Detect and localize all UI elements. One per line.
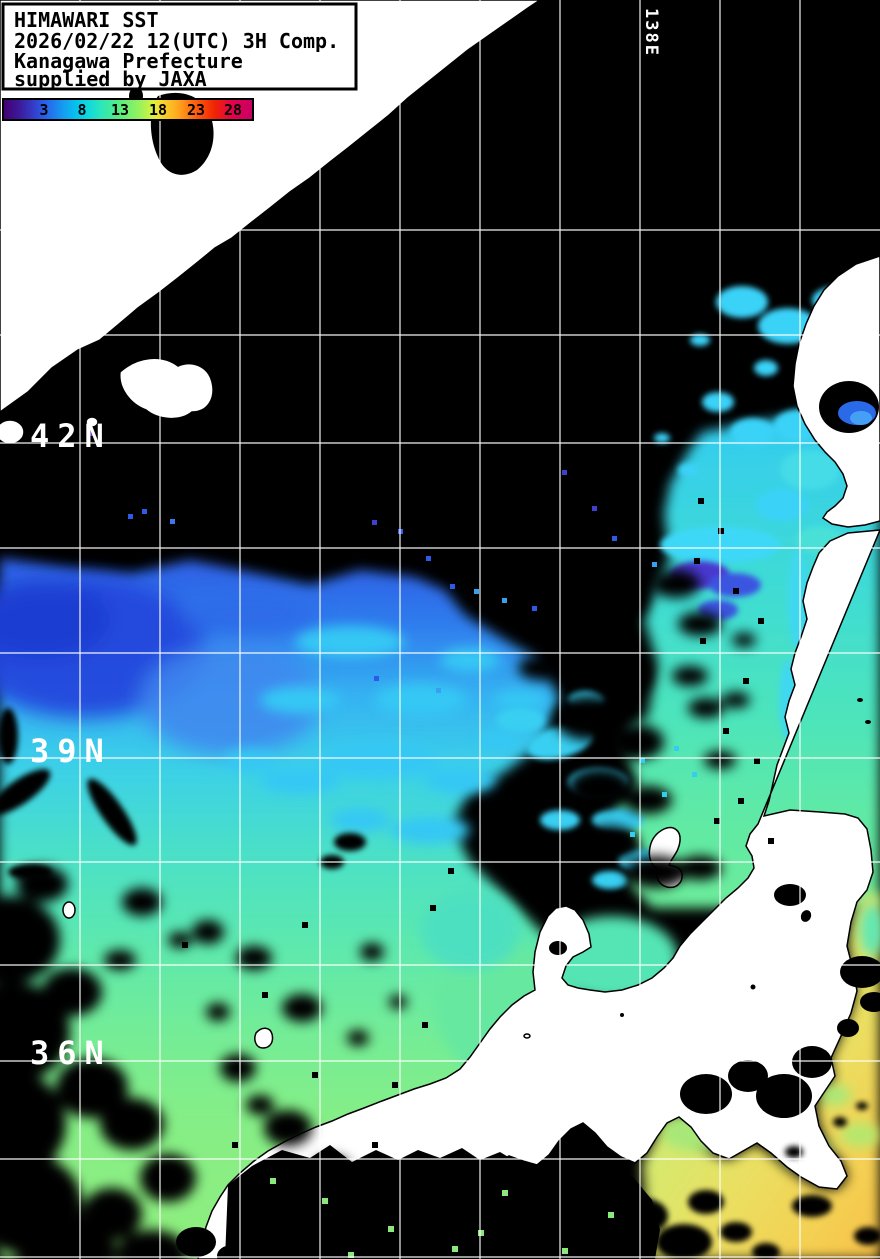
graticule-labels: 42N 39N 36N 138E [30,8,661,1072]
colorbar-tick-8: 8 [77,101,86,119]
sst-colorbar: 3 8 13 18 23 28 [2,98,254,121]
islet-marks [620,698,871,1017]
bay-sst-patch [838,401,876,425]
island-small-5 [523,1033,531,1039]
longitude-label-138e: 138E [641,8,661,57]
latitude-label-42n: 42N [30,417,112,455]
title-datetime: 2026/02/22 12(UTC) 3H Comp. [14,29,339,53]
colorbar-tick-3: 3 [39,101,48,119]
colorbar-tick-28: 28 [224,101,242,119]
title-product: HIMAWARI SST [14,8,159,32]
cloud-specks [182,498,774,1148]
land-peninsula [119,357,214,420]
island-small-1 [0,419,25,445]
title-box: HIMAWARI SST 2026/02/22 12(UTC) 3H Comp.… [1,2,358,91]
cloud-layer [0,87,880,1259]
colorbar-gradient [4,100,252,119]
colorbar-tick-23: 23 [187,101,205,119]
title-source: supplied by JAXA [14,67,207,91]
island-small-4 [254,1027,274,1049]
colorbar-tick-18: 18 [149,101,167,119]
latitude-label-39n: 39N [30,732,112,770]
latitude-label-36n: 36N [30,1034,112,1072]
island-small-3 [62,901,76,919]
island-small-2 [85,416,99,428]
title-region: Kanagawa Prefecture [14,49,243,73]
colorbar-tick-13: 13 [111,101,129,119]
